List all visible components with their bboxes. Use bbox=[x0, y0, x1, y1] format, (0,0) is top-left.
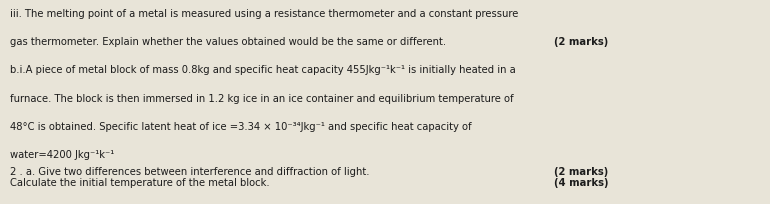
Text: b.i.A piece of metal block of mass 0.8kg and specific heat capacity 455Jkg⁻¹k⁻¹ : b.i.A piece of metal block of mass 0.8kg… bbox=[10, 65, 516, 75]
Text: iii. The melting point of a metal is measured using a resistance thermometer and: iii. The melting point of a metal is mea… bbox=[10, 9, 518, 19]
Text: (2 marks): (2 marks) bbox=[554, 167, 608, 177]
Text: water=4200 Jkg⁻¹k⁻¹: water=4200 Jkg⁻¹k⁻¹ bbox=[10, 150, 114, 160]
Text: furnace. The block is then immersed in 1.2 kg ice in an ice container and equili: furnace. The block is then immersed in 1… bbox=[10, 94, 514, 104]
Text: 2 . a. Give two differences between interference and diffraction of light.: 2 . a. Give two differences between inte… bbox=[10, 167, 370, 177]
Text: (2 marks): (2 marks) bbox=[554, 37, 608, 47]
Text: Calculate the initial temperature of the metal block.: Calculate the initial temperature of the… bbox=[10, 178, 269, 188]
Text: gas thermometer. Explain whether the values obtained would be the same or differ: gas thermometer. Explain whether the val… bbox=[10, 37, 446, 47]
Text: 48°C is obtained. Specific latent heat of ice =3.34 × 10⁻³⁴Jkg⁻¹ and specific he: 48°C is obtained. Specific latent heat o… bbox=[10, 122, 472, 132]
Text: (4 marks): (4 marks) bbox=[554, 178, 609, 188]
